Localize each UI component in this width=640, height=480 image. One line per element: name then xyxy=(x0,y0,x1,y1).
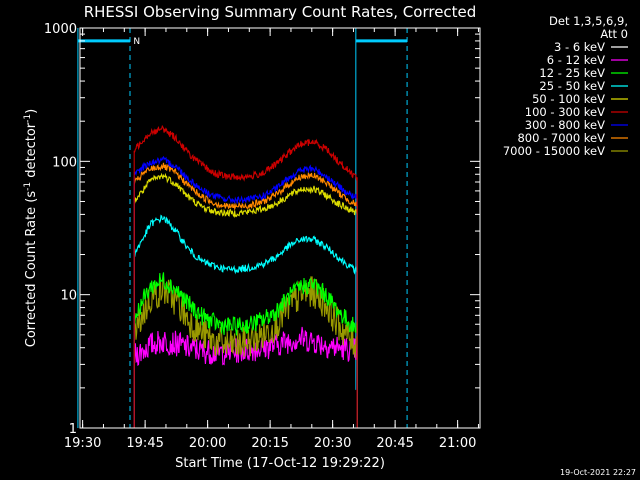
y-axis-label-end: ) xyxy=(24,109,39,114)
legend-label-8: 7000 - 15000 keV xyxy=(503,144,605,158)
y-axis: 1 10 100 1000 xyxy=(44,22,480,437)
y-axis-label-main: Corrected Count Rate (s xyxy=(24,191,39,348)
date-stamp: 19-Oct-2021 22:27 xyxy=(560,468,636,477)
legend-header-line-2: Att 0 xyxy=(600,27,628,41)
legend-label-0: 3 - 6 keV xyxy=(554,40,605,54)
x-tick-label-4: 20:30 xyxy=(314,436,351,451)
legend-label-4: 50 - 100 keV xyxy=(532,92,605,106)
legend-label-2: 12 - 25 keV xyxy=(539,66,605,80)
x-tick-label-1: 19:45 xyxy=(126,436,163,451)
night-markers: N xyxy=(77,28,408,428)
x-tick-label-3: 20:15 xyxy=(251,436,288,451)
series-group xyxy=(133,124,358,429)
chart-title: RHESSI Observing Summary Count Rates, Co… xyxy=(84,3,477,21)
legend-label-5: 100 - 300 keV xyxy=(525,105,605,119)
y-tick-label-0: 1 xyxy=(69,422,77,437)
y-tick-label-2: 100 xyxy=(52,155,77,170)
legend-header-line-1: Det 1,3,5,6,9, xyxy=(549,14,628,28)
night-label: N xyxy=(133,37,140,47)
x-tick-label-6: 21:00 xyxy=(439,436,476,451)
plot-frame xyxy=(79,27,481,429)
x-tick-label-0: 19:30 xyxy=(64,436,101,451)
x-axis: 19:30 19:45 20:00 20:15 20:30 20:45 21:00 xyxy=(64,28,479,451)
y-tick-label-3: 1000 xyxy=(44,22,77,37)
series-100-300-kev xyxy=(133,124,358,428)
x-tick-label-5: 20:45 xyxy=(376,436,413,451)
legend-label-7: 800 - 7000 keV xyxy=(517,131,605,145)
y-axis-label-sup2: -1 xyxy=(23,114,33,123)
y-tick-label-1: 10 xyxy=(60,289,77,304)
legend-label-1: 6 - 12 keV xyxy=(547,53,605,67)
legend-label-3: 25 - 50 keV xyxy=(539,79,605,93)
x-axis-label: Start Time (17-Oct-12 19:29:22) xyxy=(175,456,385,471)
y-axis-label-sup1: -1 xyxy=(23,182,33,191)
legend-label-6: 300 - 800 keV xyxy=(525,118,605,132)
y-axis-label: Corrected Count Rate (s-1 detector-1) xyxy=(23,109,39,347)
x-tick-label-2: 20:00 xyxy=(189,436,226,451)
y-axis-label-mid: detector xyxy=(24,122,39,182)
